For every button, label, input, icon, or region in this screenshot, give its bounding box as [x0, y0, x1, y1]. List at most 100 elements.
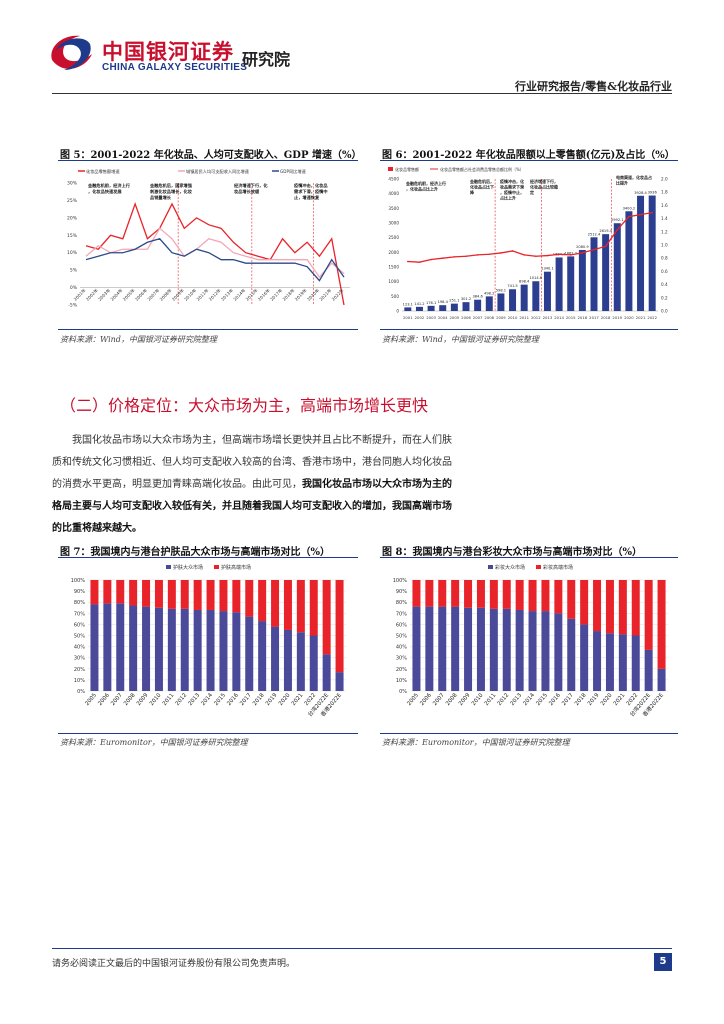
- x-tick-label: 2016年: [256, 287, 271, 302]
- bar-segment: [451, 580, 460, 607]
- legend-label: 化妆品零售额: [395, 166, 419, 172]
- x-tick-label: 2014年: [232, 287, 247, 302]
- y-tick-label: 2000: [388, 250, 399, 255]
- bar-segment: [451, 606, 460, 691]
- x-tick-label: 2007: [432, 692, 446, 707]
- annotation-text: 妆品增长放缓: [234, 188, 260, 195]
- bar-value-label: 498.2: [484, 291, 494, 295]
- x-tick-label: 2012年: [207, 287, 222, 302]
- series-line: [85, 201, 345, 306]
- bar-segment: [206, 580, 215, 610]
- x-tick-label: 2007: [110, 692, 124, 707]
- ratio-point: [546, 254, 549, 257]
- x-tick-label: 2015: [213, 692, 227, 707]
- fig5-title: 图 5：2001-2022 年化妆品、人均可支配收入、GDP 增速（%）: [60, 150, 362, 161]
- y-tick-label: 20%: [67, 215, 78, 221]
- y-tick-label: 10%: [67, 250, 78, 256]
- para-line-3-text: 的消费水平更高，明显更加青睐高端化妆品。由此可见，: [52, 479, 302, 490]
- bar-value-label: 251.1: [449, 299, 459, 303]
- bar-segment: [129, 605, 138, 691]
- y-tick-label: 0%: [399, 689, 407, 695]
- ratio-point: [488, 253, 491, 256]
- annotation-text: 电商渠道，化妆品占: [616, 174, 652, 180]
- fig8-title-rule: [380, 557, 678, 558]
- x-tick-label: 2018年: [281, 287, 296, 302]
- annotation-text: 占比上升: [500, 195, 516, 201]
- bar-segment: [219, 580, 228, 612]
- bar-value-label: 3400.2: [623, 206, 636, 210]
- institute-name: 研究院: [242, 50, 291, 69]
- y-tick-label: 50%: [396, 634, 407, 640]
- company-name-en: CHINA GALAXY SECURITIES: [102, 62, 248, 73]
- x-tick-label: 2014: [554, 315, 564, 320]
- annotation-text: 疫情冲击，化妆品: [294, 182, 328, 189]
- bar-segment: [541, 611, 550, 691]
- y-tick-label: 80%: [74, 600, 85, 606]
- ratio-point: [407, 260, 409, 263]
- bar-segment: [567, 580, 576, 619]
- y-tick-label: 70%: [396, 611, 407, 617]
- bar-segment: [593, 580, 602, 632]
- x-tick-label: 2010: [149, 692, 163, 707]
- fig6-title: 图 6：2001-2022 年化妆品限额以上零售额(亿元)及占比（%）: [382, 150, 675, 161]
- fig7-bottom-rule: [58, 733, 358, 734]
- bar-segment: [103, 580, 112, 604]
- bar-segment: [296, 632, 305, 691]
- annotation-text: 金融危机前，经济上行: [405, 180, 446, 186]
- y-tick-label: 4500: [388, 177, 399, 182]
- bar-segment: [283, 580, 292, 630]
- ratio-point: [465, 255, 467, 258]
- bar-segment: [180, 580, 189, 609]
- x-tick-label: 2013年: [219, 287, 234, 302]
- bar-segment: [258, 621, 267, 691]
- x-tick-label: 2004年: [109, 287, 124, 302]
- bar-segment: [476, 580, 485, 608]
- x-tick-label: 2004: [438, 315, 448, 320]
- bar-segment: [657, 668, 666, 691]
- bar-segment: [567, 618, 576, 691]
- bar-segment: [335, 580, 344, 673]
- bar-segment: [322, 580, 331, 655]
- bar-segment: [271, 626, 280, 691]
- x-tick-label: 2013: [188, 692, 202, 707]
- y2-tick-label: 0.8: [661, 256, 668, 261]
- para-line-2: 质和传统文化习惯相近、但人均可支配收入较高的台湾、香港市场中，港台同胞人均化妆品: [52, 457, 452, 468]
- bar-segment: [193, 609, 202, 691]
- bar-value-label: 176.1: [426, 301, 436, 305]
- bar-segment: [631, 580, 640, 636]
- y-tick-label: 100%: [71, 578, 86, 584]
- annotation-text: 止，增速恢复: [294, 194, 320, 201]
- bar: [485, 296, 493, 311]
- bar-segment: [232, 612, 241, 691]
- bar-segment: [489, 608, 498, 691]
- bar-segment: [271, 580, 280, 627]
- bar: [532, 281, 540, 311]
- x-tick-label: 2005: [84, 692, 98, 707]
- legend-swatch: [166, 565, 171, 569]
- fig8-source: 资料来源：Euromonitor，中国银河证券研究院整理: [382, 738, 570, 747]
- annotation-text: 金融危机前，经济上行: [87, 182, 131, 189]
- legend-swatch: [388, 167, 393, 171]
- bar-value-label: 2080.9: [576, 245, 589, 249]
- bar-segment: [206, 609, 215, 691]
- bar-segment: [657, 580, 666, 669]
- bar-value-label: 198.4: [438, 300, 449, 304]
- bar-segment: [515, 580, 524, 610]
- y-tick-label: 10%: [74, 678, 85, 684]
- bar-segment: [618, 580, 627, 635]
- x-tick-label: 2019: [265, 692, 279, 707]
- ratio-point: [639, 213, 642, 216]
- bar-segment: [90, 604, 99, 691]
- bar-segment: [142, 580, 151, 607]
- y-tick-label: 90%: [396, 589, 407, 595]
- y-tick-label: 1000: [388, 279, 399, 284]
- para-line-3: 的消费水平更高，明显更加青睐高端化妆品。由此可见，我国化妆品市场以大众市场为主的: [52, 474, 672, 496]
- x-tick-label: 2008: [484, 315, 494, 320]
- bar-value-label: 898.4: [519, 280, 530, 284]
- bar-segment: [502, 608, 511, 691]
- y-tick-label: 4000: [388, 191, 399, 196]
- bar-segment: [554, 580, 563, 614]
- bar-value-label: 2512.4: [588, 232, 601, 236]
- series-line: [85, 238, 345, 282]
- y-tick-label: 30%: [396, 656, 407, 662]
